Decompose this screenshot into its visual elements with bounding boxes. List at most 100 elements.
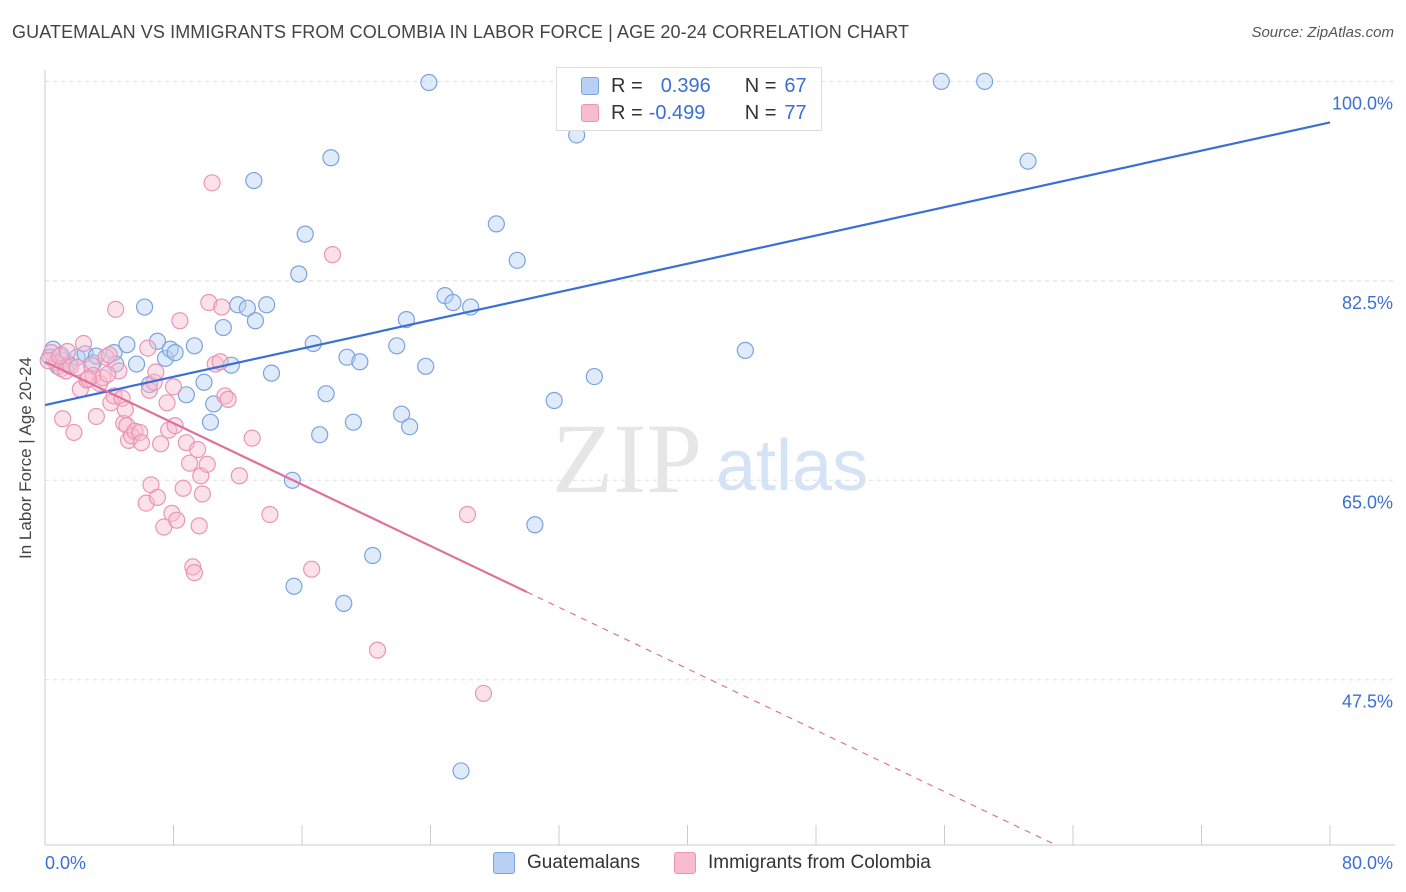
watermark: ZIP atlas [552,403,868,514]
legend-n-value: 67 [784,74,807,97]
data-point [180,454,199,472]
data-point [303,560,321,578]
y-tick-label: 82.5% [1342,293,1393,313]
data-point [188,440,207,459]
legend-swatch-blue [493,852,515,874]
data-point [97,348,115,366]
x-tick-label: 0.0% [45,853,86,873]
data-point [116,401,134,419]
data-point [262,364,281,382]
watermark-atlas: atlas [716,426,868,506]
source-note: Source: ZipAtlas.com [1251,24,1394,41]
legend-row-guatemalans: R = 0.396 N = 67 [581,74,807,98]
data-point [152,435,170,453]
data-point [58,342,77,361]
data-point [110,362,128,380]
data-point [74,334,93,353]
legend-item-guatemalans[interactable]: Guatemalans [493,852,640,874]
data-point [219,390,237,408]
legend-swatch-blue [581,77,599,95]
data-point [68,358,86,377]
data-point [50,347,69,365]
data-point [158,394,176,412]
data-point [368,641,387,659]
data-point [213,298,231,316]
data-point [200,293,218,312]
data-point [177,386,195,404]
data-point [351,353,369,371]
data-point [258,296,276,314]
data-point [127,355,146,373]
data-point [246,312,265,330]
legend-swatch-pink [674,852,696,874]
data-point [164,378,183,396]
data-point [54,410,72,428]
data-points [39,72,1037,780]
trend-line-dashed [526,591,1057,846]
data-point [736,341,754,359]
data-point [132,434,150,452]
legend-n-value: 77 [784,101,807,124]
data-point [139,339,157,357]
data-point [171,312,189,330]
data-point [323,246,342,264]
data-point [296,225,314,243]
data-point [392,405,411,423]
data-point [344,413,362,431]
data-point [168,511,186,529]
data-point [335,594,353,612]
data-point [148,332,167,350]
data-point [417,357,435,375]
y-tick-label: 47.5% [1342,692,1393,712]
data-point [174,479,192,497]
data-point [243,429,261,447]
legend-item-colombia[interactable]: Immigrants from Colombia [674,852,931,874]
legend-label: Immigrants from Colombia [708,852,931,873]
data-point [487,215,505,233]
data-point [452,762,470,780]
trend-lines [44,121,1331,846]
data-point [107,300,125,318]
data-point [230,467,248,485]
data-point [100,346,118,364]
data-point [585,367,603,386]
data-point [545,391,563,410]
trend-line [44,360,528,593]
legend-r-label: R = [611,74,643,97]
data-point [304,334,322,353]
legend-n-label: N = [744,101,777,124]
legend-r-label: R = [611,101,643,124]
data-point [65,423,83,442]
data-point [474,684,493,703]
data-point [401,418,419,436]
axes [44,70,1395,846]
legend-r-value: 0.396 [660,74,711,97]
data-point [148,488,167,506]
legend-r-value: -0.499 [648,101,706,124]
data-point [214,318,232,337]
data-point [317,385,335,403]
data-point [195,373,213,391]
data-point [444,293,462,312]
legend-label: Guatemalans [527,852,641,873]
legend-swatch-pink [581,104,599,122]
data-point [201,413,220,431]
data-point [458,505,477,524]
data-point [322,149,340,167]
data-point [364,546,382,565]
chart-title: GUATEMALAN VS IMMIGRANTS FROM COLOMBIA I… [12,22,910,42]
data-point [526,516,544,534]
watermark-zip: ZIP [552,403,702,514]
data-point [238,299,256,317]
grid-lines [45,80,1395,681]
data-point [261,505,279,524]
data-point [156,349,175,367]
data-point [388,337,406,355]
data-point [193,485,212,503]
data-point [290,265,308,283]
data-point [508,251,526,269]
stats-legend: R = 0.396 N = 67 R = -0.499 N = 77 [556,67,822,131]
data-point [190,517,208,535]
data-point [932,72,950,90]
y-tick-label: 65.0% [1342,492,1393,512]
